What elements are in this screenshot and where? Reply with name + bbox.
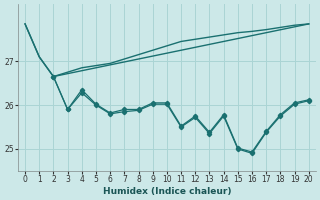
X-axis label: Humidex (Indice chaleur): Humidex (Indice chaleur) bbox=[103, 187, 231, 196]
